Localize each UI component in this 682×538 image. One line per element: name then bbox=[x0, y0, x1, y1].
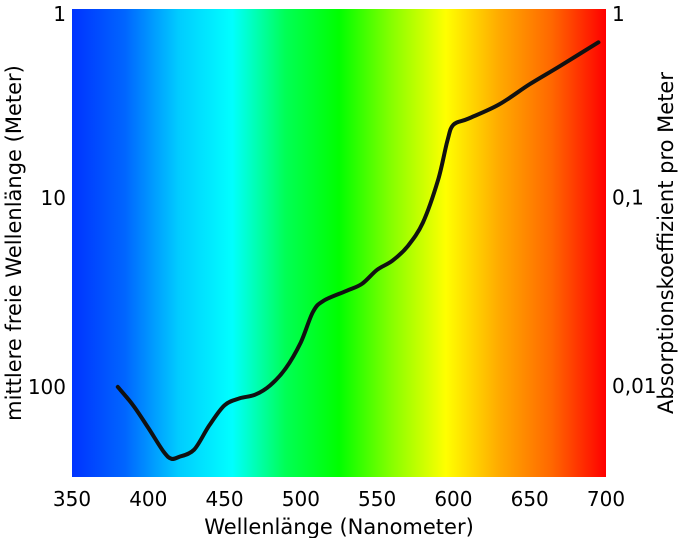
right-tick-label: 0,01 bbox=[612, 374, 657, 398]
absorption-curve bbox=[115, 40, 601, 462]
x-tick-label: 700 bbox=[587, 487, 625, 511]
x-tick-label: 400 bbox=[129, 487, 167, 511]
x-tick-label: 650 bbox=[511, 487, 549, 511]
left-tick-label: 1 bbox=[53, 2, 66, 26]
x-tick-label: 350 bbox=[53, 487, 91, 511]
x-tick-label: 500 bbox=[282, 487, 320, 511]
spectrum-background bbox=[72, 9, 606, 477]
left-axis-ticks: 1 10 100 bbox=[28, 2, 66, 399]
left-tick-label: 10 bbox=[41, 186, 66, 210]
x-axis-ticks: 350 400 450 500 550 600 650 700 bbox=[53, 487, 625, 511]
right-axis-title: Absorptionskoeffizient pro Meter bbox=[654, 72, 678, 414]
right-tick-label: 0,1 bbox=[612, 186, 644, 210]
x-tick-label: 600 bbox=[434, 487, 472, 511]
left-tick-label: 100 bbox=[28, 375, 66, 399]
right-axis-ticks: 1 0,1 0,01 bbox=[612, 2, 657, 398]
x-tick-label: 550 bbox=[358, 487, 396, 511]
left-axis-title: mittlere freie Wellenlänge (Meter) bbox=[2, 65, 26, 421]
right-tick-label: 1 bbox=[612, 2, 625, 26]
x-axis-title: Wellenlänge (Nanometer) bbox=[204, 515, 474, 538]
x-tick-label: 450 bbox=[205, 487, 243, 511]
